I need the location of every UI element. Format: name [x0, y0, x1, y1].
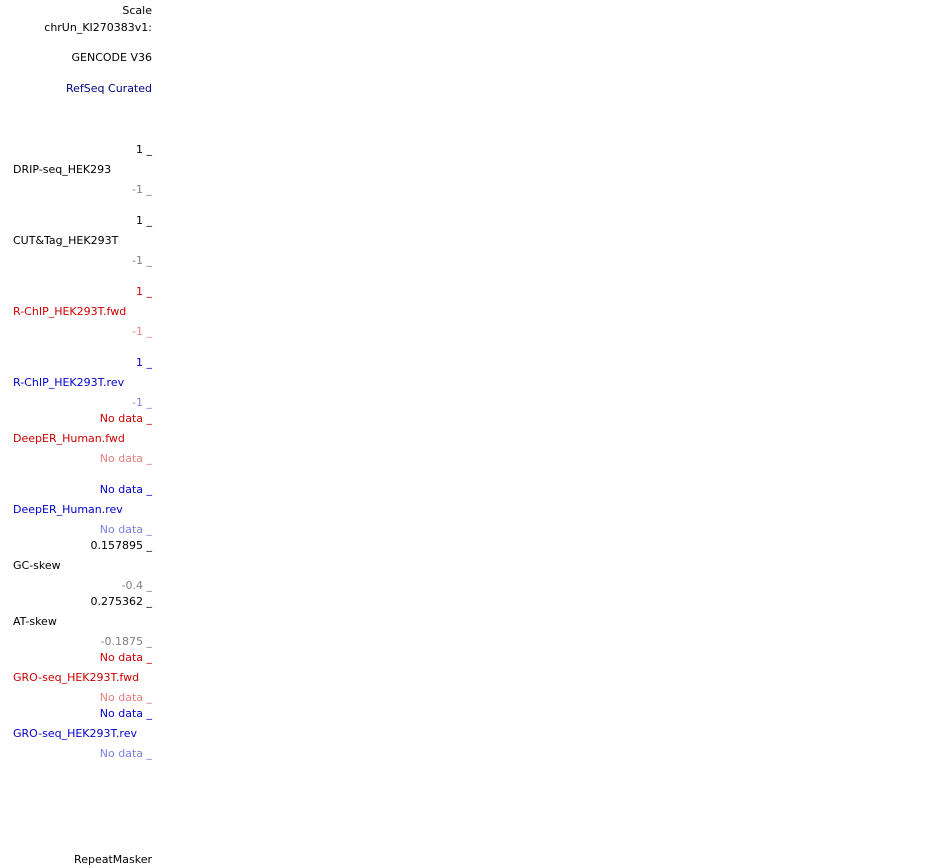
track-deeper-fwd-label[interactable]: DeepER_Human.fwd: [13, 432, 125, 445]
rchip-fwd-min-value: -1 _: [132, 325, 152, 338]
track-drip-label[interactable]: DRIP-seq_HEK293: [13, 163, 112, 176]
track-rchip-rev-label[interactable]: R-ChIP_HEK293T.rev: [13, 376, 125, 389]
track-gcskew-label[interactable]: GC-skew: [13, 559, 61, 572]
track-repeatmasker-label[interactable]: RepeatMasker: [74, 853, 152, 866]
deeper-fwd-min-value: No data _: [99, 452, 152, 465]
deeper-fwd-max-value: No data _: [99, 412, 152, 425]
track-refseq-label[interactable]: RefSeq Curated: [66, 82, 152, 95]
gcskew-max-value: 0.157895 _: [90, 539, 152, 552]
gro-fwd-max-value: No data _: [99, 651, 152, 664]
gro-rev-max-value: No data _: [99, 707, 152, 720]
cuttag-max-value: 1 _: [136, 214, 152, 227]
track-cuttag-label[interactable]: CUT&Tag_HEK293T: [13, 234, 119, 247]
gcskew-min-value: -0.4 _: [121, 579, 152, 592]
gro-rev-min-value: No data _: [99, 747, 152, 760]
atskew-min-value: -0.1875 _: [100, 635, 152, 648]
track-gro-rev-label[interactable]: GRO-seq_HEK293T.rev: [13, 727, 137, 740]
rchip-rev-min-value: -1 _: [132, 396, 152, 409]
drip-max-value: 1 _: [136, 143, 152, 156]
track-rchip-fwd-label[interactable]: R-ChIP_HEK293T.fwd: [13, 305, 127, 318]
track-gro-fwd-label[interactable]: GRO-seq_HEK293T.fwd: [13, 671, 140, 684]
cuttag-min-value: -1 _: [132, 254, 152, 267]
rchip-rev-max-value: 1 _: [136, 356, 152, 369]
atskew-max-value: 0.275362 _: [90, 595, 152, 608]
deeper-rev-min-value: No data _: [99, 523, 152, 536]
gro-fwd-min-value: No data _: [99, 691, 152, 704]
scale-label[interactable]: Scale: [122, 4, 152, 17]
chromosome-label[interactable]: chrUn_KI270383v1:: [44, 21, 152, 34]
drip-min-value: -1 _: [132, 183, 152, 196]
track-atskew-label[interactable]: AT-skew: [13, 615, 57, 628]
deeper-rev-max-value: No data _: [99, 483, 152, 496]
rchip-fwd-max-value: 1 _: [136, 285, 152, 298]
track-gencode-label[interactable]: GENCODE V36: [71, 51, 152, 64]
track-deeper-rev-label[interactable]: DeepER_Human.rev: [13, 503, 123, 516]
